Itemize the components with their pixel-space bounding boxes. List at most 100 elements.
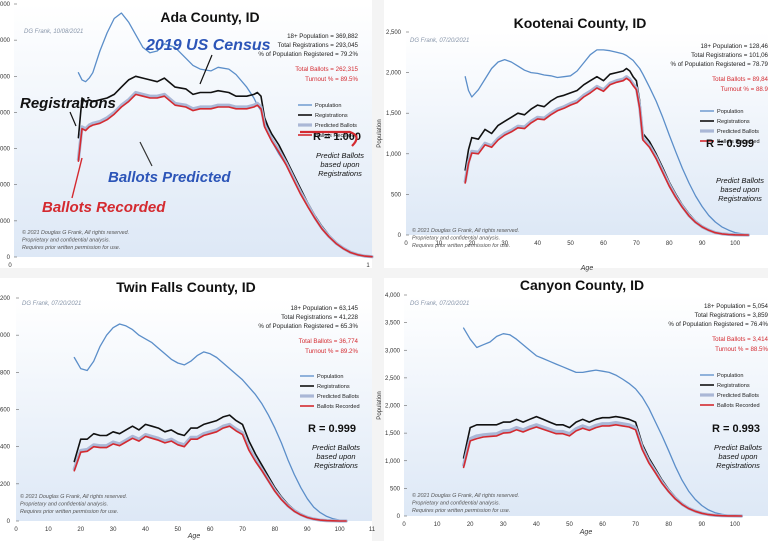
x-tick-label: 50	[566, 522, 573, 528]
prediction-note: based upon	[316, 452, 355, 461]
y-tick-label: 3,000	[385, 348, 401, 354]
stats-red-line: Turnout % = 89.5%	[305, 76, 358, 83]
y-tick-label: 0	[7, 255, 11, 261]
stats-value: 88.9	[756, 86, 768, 93]
x-tick-label: 20	[467, 522, 474, 528]
stats-line: Total Registrations = 293,045	[278, 42, 359, 49]
watermark-text: DG Frank, 07/20/2021	[410, 301, 469, 307]
x-tick-label: 0	[14, 527, 18, 533]
watermark-text: DG Frank, 07/20/2021	[410, 38, 469, 44]
x-tick-label: 50	[567, 241, 574, 247]
y-tick-label: 7,000	[0, 2, 11, 8]
plot-area	[16, 298, 372, 521]
copyright-line: © 2021 Douglas G Frank, All rights reser…	[22, 229, 129, 236]
prediction-note: based upon	[718, 452, 757, 461]
stats-label: Total Ballots	[712, 336, 745, 343]
stats-value: 3,859	[753, 312, 768, 319]
stats-value: 78.79	[753, 61, 768, 68]
x-tick-label: 20	[468, 241, 475, 247]
legend-label: Ballots Recorded	[717, 403, 760, 409]
y-tick-label: 1,200	[0, 296, 11, 302]
y-tick-label: 500	[390, 486, 401, 492]
x-tick-label: 100	[335, 527, 346, 533]
stats-equals: =	[745, 336, 752, 343]
stats-value: 63,145	[339, 305, 358, 312]
stats-label: 18+ Population	[287, 33, 329, 40]
chart-title: Ada County, ID	[160, 9, 259, 25]
y-tick-label: 2,500	[385, 376, 401, 382]
legend-label: Population	[717, 373, 743, 379]
chart-panel-0: 0 1,000 2,000 3,000 4,000 5,000 6,000 7,000 0 1 DG…	[0, 0, 374, 269]
stats-label: Total Ballots	[299, 338, 332, 345]
series-line-population	[73, 323, 347, 522]
chart-title: Twin Falls County, ID	[116, 279, 255, 295]
y-tick-label: 800	[0, 370, 11, 376]
y-tick-label: 200	[0, 482, 11, 488]
stats-label: % of Population Registered	[670, 61, 746, 68]
stats-equals: =	[742, 52, 749, 59]
stats-red-line: Total Ballots = 262,315	[295, 66, 358, 73]
copyright-line: Proprietary and confidential analysis.	[412, 236, 500, 242]
legend-label: Ballots Recorded	[317, 404, 360, 410]
watermark-text: DG Frank, 07/20/2021	[22, 301, 81, 307]
stats-equals: =	[745, 61, 752, 68]
x-axis-label: Age	[187, 533, 201, 540]
x-tick-label: 1	[366, 263, 370, 269]
stats-value: 79.2%	[340, 51, 358, 58]
plot-area	[406, 32, 768, 235]
copyright-line: © 2021 Douglas G Frank, All rights reser…	[412, 227, 519, 234]
stats-equals: =	[332, 305, 339, 312]
prediction-note: Registrations	[718, 194, 762, 203]
series-line-population	[464, 49, 749, 236]
stats-equals: =	[749, 86, 756, 93]
x-tick-label: 0	[8, 263, 12, 269]
stats-label: 18+ Population	[291, 305, 333, 312]
prediction-note: Predict Ballots	[312, 443, 360, 452]
stats-label: Total Registrations	[281, 314, 332, 321]
stats-label: 18+ Population	[704, 303, 746, 310]
prediction-note: Registrations	[716, 461, 760, 470]
prediction-note: Registrations	[314, 461, 358, 470]
legend-label: Predicted Ballots	[315, 123, 357, 129]
stats-red-line: Turnout % = 88.9	[721, 86, 768, 93]
stats-red-line: Turnout % = 89.2%	[305, 348, 358, 355]
stats-value: 369,882	[336, 33, 359, 40]
stats-label: Turnout %	[305, 76, 334, 83]
y-tick-label: 0	[7, 519, 11, 525]
y-tick-label: 1,000	[385, 459, 401, 465]
x-tick-label: 70	[633, 241, 640, 247]
prediction-note: Predict Ballots	[716, 176, 764, 185]
stats-label: Turnout %	[715, 346, 744, 353]
stats-value: 89,84	[753, 76, 768, 83]
x-tick-label: 60	[600, 241, 607, 247]
r-value: R = 0.993	[712, 423, 760, 435]
r-value: R = 1.000	[313, 131, 361, 143]
stats-equals: =	[745, 76, 752, 83]
x-tick-label: 30	[500, 522, 507, 528]
x-tick-label: 90	[698, 522, 705, 528]
x-tick-label: 80	[665, 522, 672, 528]
series-line-recorded	[464, 77, 750, 236]
annotation-census: 2019 US Census	[145, 37, 271, 54]
x-tick-label: 10	[45, 527, 52, 533]
legend-label: Registrations	[315, 113, 348, 119]
stats-value: 36,774	[339, 338, 358, 345]
x-tick-label: 80	[666, 241, 673, 247]
copyright-line: Requires prior written permission for us…	[412, 508, 510, 514]
stats-red-line: Total Ballots = 89,84	[712, 76, 768, 83]
x-tick-label: 40	[534, 241, 541, 247]
stats-line: 18+ Population = 369,882	[287, 33, 358, 40]
stats-label: Total Ballots	[712, 76, 745, 83]
y-tick-label: 3,500	[385, 321, 401, 327]
stats-line: % of Population Registered = 79.2%	[258, 51, 358, 58]
x-tick-label: 70	[239, 527, 246, 533]
x-tick-label: 11	[369, 527, 376, 533]
stats-equals: =	[742, 43, 749, 50]
stats-label: Total Registrations	[278, 42, 329, 49]
stats-value: 5,054	[753, 303, 768, 310]
y-tick-label: 2,000	[0, 183, 11, 189]
y-tick-label: 2,000	[385, 404, 401, 410]
x-tick-label: 0	[402, 522, 406, 528]
chart-title: Kootenai County, ID	[514, 15, 647, 31]
annotation-red-mark	[300, 130, 358, 147]
